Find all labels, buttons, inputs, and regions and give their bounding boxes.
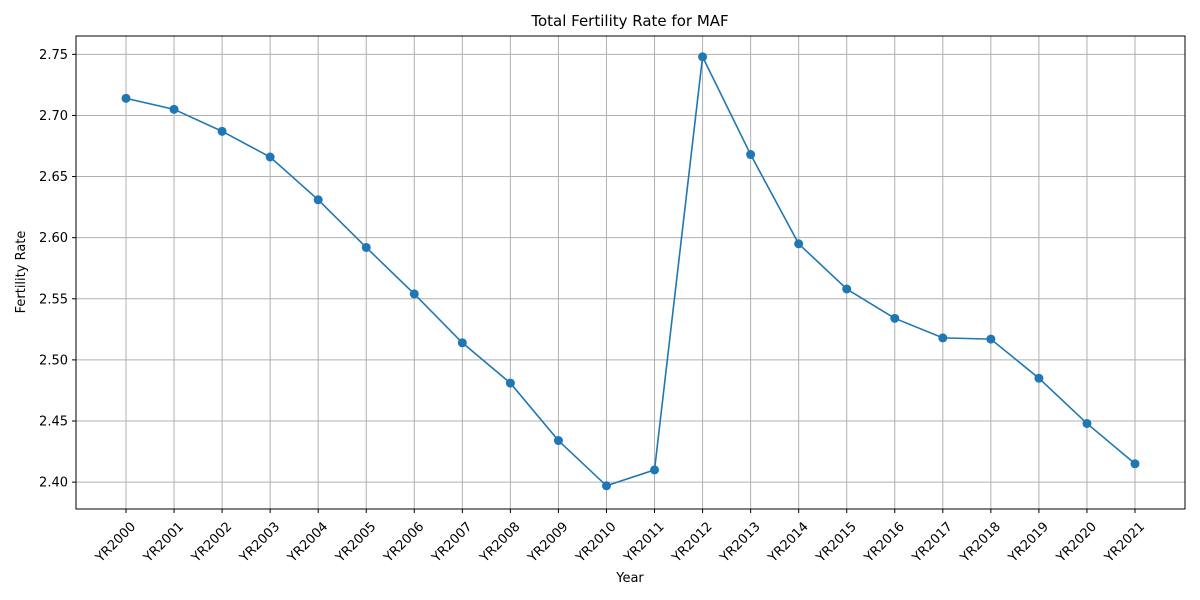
x-tick-label: YR2003 (236, 519, 283, 566)
x-tick-label: YR2001 (140, 519, 187, 566)
series-line (125, 53, 1136, 487)
data-point-YR2017 (938, 333, 948, 343)
data-point-YR2012 (698, 52, 708, 62)
data-point-YR2010 (601, 481, 611, 491)
x-tick-label: YR2000 (92, 519, 139, 566)
data-point-YR2014 (794, 239, 804, 249)
data-point-YR2013 (746, 150, 756, 160)
data-point-YR2018 (986, 334, 996, 344)
x-tick-label: YR2006 (381, 519, 428, 566)
x-tick-label: YR2002 (188, 519, 235, 566)
x-tick-label: YR2008 (477, 519, 524, 566)
y-tick-label: 2.50 (39, 353, 68, 368)
data-point-YR2007 (457, 338, 467, 348)
data-point-YR2003 (265, 152, 275, 162)
plot-frame (75, 35, 1186, 510)
x-tick-label: YR2009 (525, 519, 572, 566)
gridlines (76, 36, 1185, 509)
x-tick-label: YR2019 (1005, 519, 1052, 566)
x-tick-label: YR2021 (1101, 519, 1148, 566)
y-axis: 2.40 2.45 2.50 2.55 2.60 2.65 2.70 2.75 (39, 48, 76, 491)
data-point-YR2019 (1034, 373, 1044, 383)
x-axis: YR2000 YR2001 YR2002 YR2003 YR2004 YR2005 YR20… (92, 509, 1148, 566)
y-tick-label: 2.65 (39, 170, 68, 185)
y-tick-label: 2.45 (39, 415, 68, 430)
x-tick-label: YR2016 (861, 519, 908, 566)
x-tick-label: YR2012 (669, 519, 716, 566)
y-tick-label: 2.55 (39, 292, 68, 307)
x-tick-label: YR2010 (573, 519, 620, 566)
x-tick-label: YR2015 (813, 519, 860, 566)
data-point-YR2011 (650, 465, 660, 475)
x-tick-label: YR2007 (429, 519, 476, 566)
x-tick-label: YR2005 (333, 519, 380, 566)
x-tick-label: YR2013 (717, 519, 764, 566)
y-tick-label: 2.40 (39, 476, 68, 491)
data-point-YR2020 (1082, 418, 1092, 428)
data-point-YR2015 (842, 284, 852, 294)
y-tick-label: 2.70 (39, 109, 68, 124)
x-tick-label: YR2018 (957, 519, 1004, 566)
data-point-YR2016 (890, 313, 900, 323)
data-point-YR2008 (505, 378, 515, 388)
x-tick-label: YR2011 (621, 519, 668, 566)
series-layer (121, 52, 1140, 491)
data-point-YR2009 (553, 436, 563, 446)
data-point-YR2004 (313, 195, 323, 205)
data-point-YR2000 (121, 93, 131, 103)
y-tick-label: 2.75 (39, 48, 68, 63)
y-tick-label: 2.60 (39, 231, 68, 246)
x-tick-label: YR2020 (1053, 519, 1100, 566)
y-axis-title: Fertility Rate (14, 231, 29, 314)
x-tick-label: YR2004 (285, 519, 332, 566)
x-axis-title: Year (615, 571, 644, 586)
data-point-YR2002 (217, 126, 227, 136)
data-point-YR2005 (361, 242, 371, 252)
x-tick-label: YR2014 (765, 519, 812, 566)
x-tick-label: YR2017 (909, 519, 956, 566)
data-point-YR2001 (169, 104, 179, 114)
chart-title: Total Fertility Rate for MAF (530, 12, 728, 30)
data-point-YR2006 (409, 289, 419, 299)
data-point-YR2021 (1130, 459, 1140, 469)
